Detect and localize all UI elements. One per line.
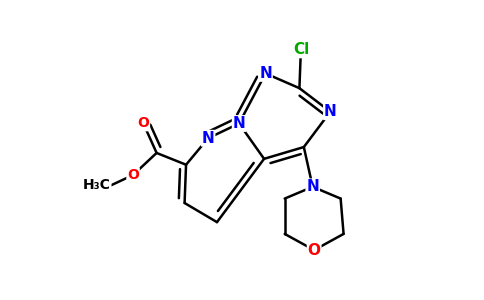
Text: N: N — [202, 131, 214, 146]
Text: H₃C: H₃C — [83, 178, 111, 192]
Text: O: O — [137, 116, 149, 130]
Text: O: O — [127, 168, 139, 182]
Text: N: N — [233, 116, 245, 131]
Text: Cl: Cl — [293, 42, 309, 57]
Text: N: N — [259, 66, 272, 81]
Text: N: N — [306, 179, 319, 194]
Text: N: N — [324, 104, 337, 119]
Text: O: O — [308, 243, 320, 258]
